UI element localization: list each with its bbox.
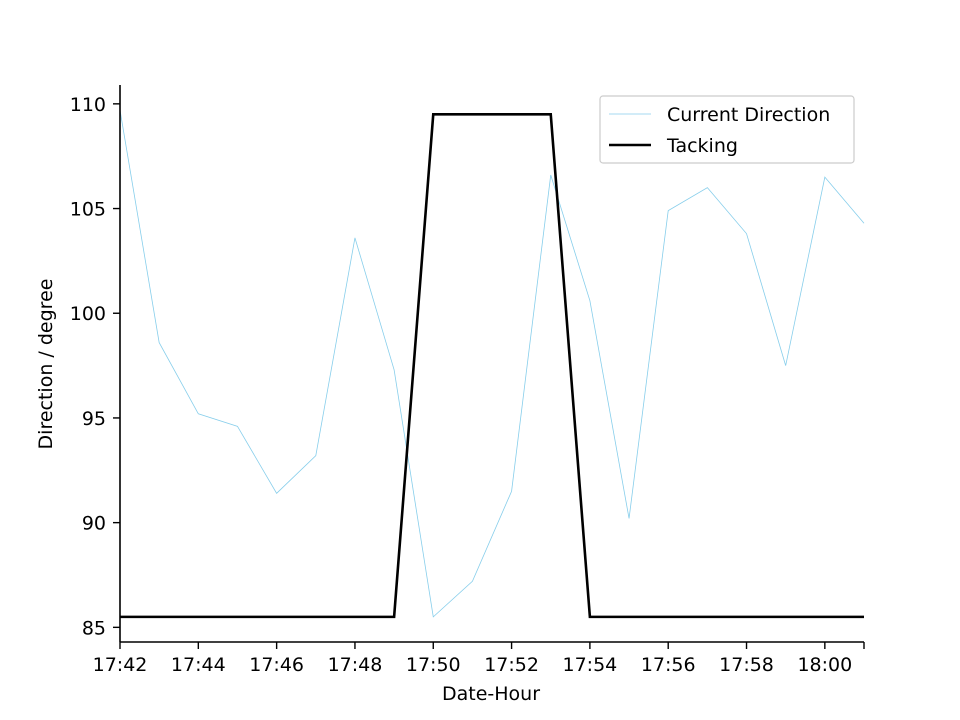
plot-lines [119,110,865,619]
legend-entry: Current Direction [667,104,830,126]
y-tick-label: 110 [70,94,106,116]
x-tick-label: 17:48 [328,654,383,676]
y-tick-label: 90 [82,513,106,535]
x-tick-label: 17:54 [563,654,618,676]
x-tick-label: 17:50 [406,654,461,676]
series-line-1 [119,110,865,618]
x-tick-label: 17:44 [171,654,226,676]
axes [119,85,864,643]
x-axis-label: Date-Hour [442,683,540,705]
legend-box [599,95,855,164]
y-axis-ticks: 85 90 95 100 105 110 [70,94,120,639]
x-tick-label: 17:56 [641,654,696,676]
legend-entry: Tacking [666,135,738,157]
legend: Current Direction Tacking [599,95,855,164]
y-tick-label: 105 [70,199,106,221]
y-tick-label: 100 [70,303,106,325]
x-tick-label: 17:58 [719,654,774,676]
series-line-2 [120,113,864,619]
x-axis-ticks: 17:42 17:44 17:46 17:48 17:50 17:52 17:54 17:56… [93,642,865,676]
y-tick-label: 85 [82,617,106,639]
y-axis-label: Direction / degree [35,279,57,450]
x-tick-label: 17:42 [93,654,148,676]
y-tick-label: 95 [82,408,106,430]
x-tick-label: 18:00 [797,654,852,676]
x-tick-label: 17:46 [249,654,304,676]
x-tick-label: 17:52 [484,654,539,676]
